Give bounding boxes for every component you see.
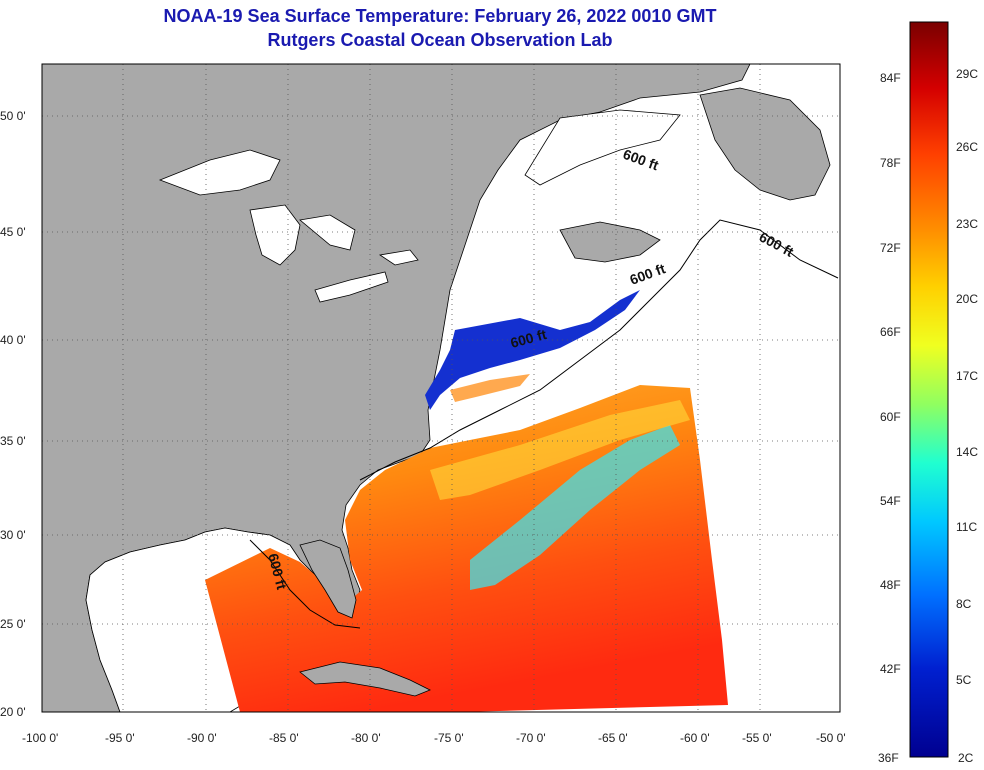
lat-tick-label: 20 0'	[0, 705, 26, 719]
colorbar-f-label: 84F	[880, 71, 901, 85]
lon-tick-label: -85 0'	[269, 731, 299, 745]
lon-tick-label: -55 0'	[742, 731, 772, 745]
colorbar	[909, 21, 949, 758]
colorbar-f-label: 36F	[878, 751, 899, 765]
great-lakes	[158, 149, 419, 303]
lat-tick-label: 30 0'	[0, 528, 26, 542]
colorbar-c-label: 5C	[956, 673, 972, 687]
map-grid	[42, 64, 840, 712]
lon-tick-label: -50 0'	[816, 731, 846, 745]
lon-tick-label: -90 0'	[187, 731, 217, 745]
colorbar-c-label: 26C	[956, 140, 978, 154]
colorbar-c-label: 17C	[956, 369, 978, 383]
lon-tick-label: -75 0'	[434, 731, 464, 745]
cuba-land	[299, 661, 431, 697]
colorbar-c-label: 29C	[956, 67, 978, 81]
lat-tick-label: 45 0'	[0, 225, 26, 239]
sst-yellow-band	[430, 400, 690, 500]
lon-tick-label: -100 0'	[22, 731, 58, 745]
florida-land	[299, 539, 357, 619]
isobath-gulf	[249, 539, 361, 629]
colorbar-c-label: 8C	[956, 597, 972, 611]
colorbar-f-label: 48F	[880, 578, 901, 592]
map-subtitle: Rutgers Coastal Ocean Observation Lab	[267, 30, 613, 50]
colorbar-c-label: 14C	[956, 445, 978, 459]
colorbar-c-label: 11C	[956, 520, 977, 534]
colorbar-f-label: 66F	[880, 325, 901, 339]
lon-tick-label: -80 0'	[351, 731, 381, 745]
longitude-labels: -100 0' -95 0' -90 0' -85 0' -80 0' -75 …	[22, 731, 846, 745]
lon-tick-label: -70 0'	[516, 731, 546, 745]
lat-tick-label: 40 0'	[0, 333, 26, 347]
lon-tick-label: -60 0'	[680, 731, 710, 745]
sst-cold-patches	[425, 290, 640, 410]
sst-cool-patch	[450, 374, 530, 402]
colorbar-f-label: 54F	[880, 494, 901, 508]
colorbar-fahrenheit-labels: 84F 78F 72F 66F 60F 54F 48F 42F 36F	[878, 71, 901, 765]
colorbar-celsius-labels: 29C 26C 23C 20C 17C 14C 11C 8C 5C 2C	[956, 67, 978, 765]
colorbar-f-label: 78F	[880, 156, 901, 170]
lon-tick-label: -65 0'	[598, 731, 628, 745]
lat-tick-label: 25 0'	[0, 617, 26, 631]
colorbar-f-label: 60F	[880, 410, 901, 424]
latitude-labels: 50 0' 45 0' 40 0' 35 0' 30 0' 25 0' 20 0…	[0, 109, 26, 719]
colorbar-f-label: 72F	[880, 241, 901, 255]
isobath-600ft	[359, 219, 839, 481]
colorbar-f-label: 42F	[880, 662, 901, 676]
colorbar-c-label: 23C	[956, 217, 978, 231]
maritimes-land	[559, 221, 661, 263]
map-title: NOAA-19 Sea Surface Temperature: Februar…	[163, 6, 717, 26]
lat-tick-label: 35 0'	[0, 434, 26, 448]
colorbar-c-label: 20C	[956, 292, 978, 306]
st-lawrence	[524, 109, 681, 186]
lon-tick-label: -95 0'	[105, 731, 135, 745]
lat-tick-label: 50 0'	[0, 109, 26, 123]
colorbar-c-label: 2C	[958, 751, 974, 765]
sst-cool-band	[470, 425, 680, 590]
